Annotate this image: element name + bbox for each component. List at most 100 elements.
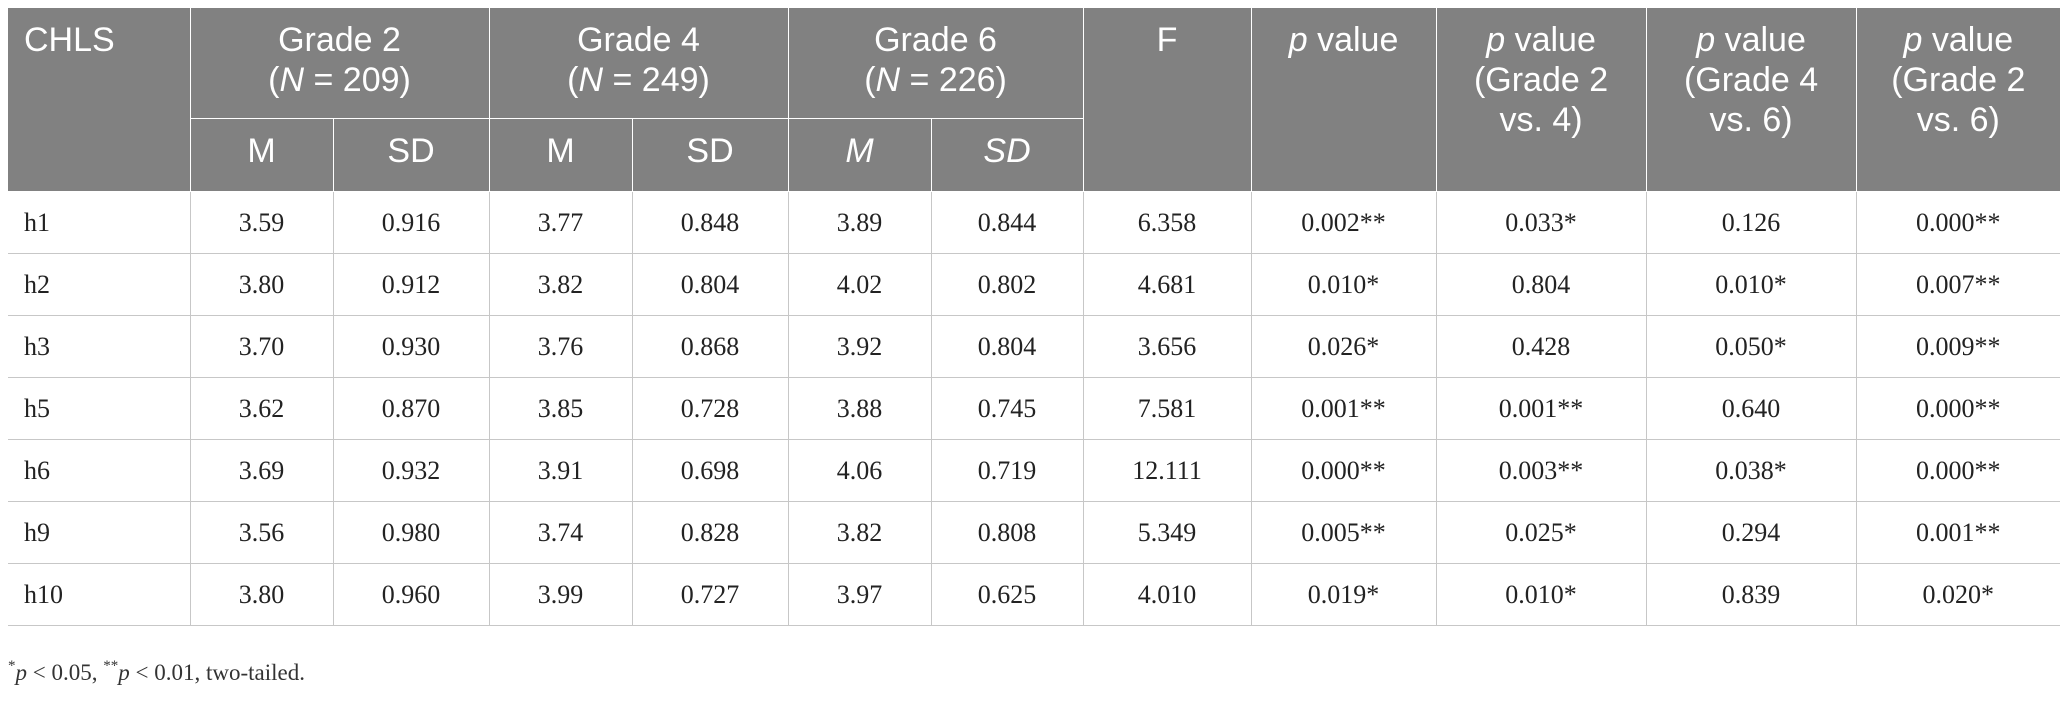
header-p-value-grade2-vs-4: p value (Grade 2 vs. 4) bbox=[1435, 8, 1647, 192]
cell-grade4-m: 3.91 bbox=[488, 439, 633, 502]
cell-p-value-2v6: 0.000** bbox=[1855, 377, 2061, 440]
cell-p-value: 0.001** bbox=[1250, 377, 1437, 440]
header-p-value-grade4-vs-6: p value (Grade 4 vs. 6) bbox=[1645, 8, 1857, 192]
cell-grade6-sd: 0.802 bbox=[930, 253, 1084, 316]
footnote: *p < 0.05, **p < 0.01, two-tailed. bbox=[8, 658, 305, 685]
cell-grade2-sd: 0.980 bbox=[332, 501, 490, 564]
cell-p-value-4v6: 0.839 bbox=[1645, 563, 1857, 626]
cell-grade4-m: 3.85 bbox=[488, 377, 633, 440]
cell-grade2-sd: 0.932 bbox=[332, 439, 490, 502]
table-body: h1 3.59 0.916 3.77 0.848 3.89 0.844 6.358 0.002*… bbox=[8, 191, 2061, 626]
cell-p-value-2v4: 0.025* bbox=[1435, 501, 1647, 564]
cell-grade4-sd: 0.828 bbox=[631, 501, 789, 564]
cell-grade2-m: 3.69 bbox=[189, 439, 334, 502]
cell-grade6-m: 4.02 bbox=[787, 253, 932, 316]
header-f: F bbox=[1082, 8, 1252, 192]
cell-chls: h9 bbox=[8, 501, 191, 564]
cell-p-value: 0.002** bbox=[1250, 191, 1437, 254]
header-p-value: p value bbox=[1250, 8, 1437, 192]
cell-p-value-4v6: 0.126 bbox=[1645, 191, 1857, 254]
cell-grade4-sd: 0.804 bbox=[631, 253, 789, 316]
cell-p-value-2v4: 0.033* bbox=[1435, 191, 1647, 254]
cell-grade6-m: 3.97 bbox=[787, 563, 932, 626]
cell-p-value-4v6: 0.050* bbox=[1645, 315, 1857, 378]
cell-f: 4.010 bbox=[1082, 563, 1252, 626]
cell-grade2-m: 3.70 bbox=[189, 315, 334, 378]
cell-grade4-m: 3.76 bbox=[488, 315, 633, 378]
cell-p-value: 0.000** bbox=[1250, 439, 1437, 502]
cell-grade4-sd: 0.727 bbox=[631, 563, 789, 626]
cell-f: 6.358 bbox=[1082, 191, 1252, 254]
header-p-value-grade2-vs-6: p value (Grade 2 vs. 6) bbox=[1855, 8, 2061, 192]
header-grade4: Grade 4 (N = 249) bbox=[488, 8, 789, 119]
cell-grade6-sd: 0.844 bbox=[930, 191, 1084, 254]
header-grade6-m: M bbox=[787, 118, 932, 192]
cell-p-value-2v6: 0.001** bbox=[1855, 501, 2061, 564]
cell-p-value-2v4: 0.804 bbox=[1435, 253, 1647, 316]
header-grade2: Grade 2 (N = 209) bbox=[189, 8, 490, 119]
cell-chls: h6 bbox=[8, 439, 191, 502]
cell-f: 4.681 bbox=[1082, 253, 1252, 316]
cell-p-value-2v6: 0.007** bbox=[1855, 253, 2061, 316]
cell-grade6-sd: 0.808 bbox=[930, 501, 1084, 564]
cell-chls: h5 bbox=[8, 377, 191, 440]
cell-grade6-m: 3.89 bbox=[787, 191, 932, 254]
cell-grade4-sd: 0.728 bbox=[631, 377, 789, 440]
cell-grade4-m: 3.74 bbox=[488, 501, 633, 564]
cell-p-value-4v6: 0.038* bbox=[1645, 439, 1857, 502]
header-grade6-sd: SD bbox=[930, 118, 1084, 192]
cell-grade2-sd: 0.960 bbox=[332, 563, 490, 626]
cell-grade6-m: 3.92 bbox=[787, 315, 932, 378]
cell-chls: h3 bbox=[8, 315, 191, 378]
table-row: h3 3.70 0.930 3.76 0.868 3.92 0.804 3.656 0.026*… bbox=[8, 315, 2061, 378]
results-table: CHLS Grade 2 (N = 209) Grade 4 (N = 249)… bbox=[8, 8, 2061, 626]
cell-chls: h2 bbox=[8, 253, 191, 316]
table-header: CHLS Grade 2 (N = 209) Grade 4 (N = 249)… bbox=[8, 8, 2061, 192]
cell-grade2-m: 3.80 bbox=[189, 253, 334, 316]
cell-grade2-sd: 0.870 bbox=[332, 377, 490, 440]
results-table-container: CHLS Grade 2 (N = 209) Grade 4 (N = 249)… bbox=[8, 8, 2061, 626]
cell-grade6-sd: 0.745 bbox=[930, 377, 1084, 440]
cell-p-value-4v6: 0.294 bbox=[1645, 501, 1857, 564]
cell-grade6-m: 3.82 bbox=[787, 501, 932, 564]
cell-p-value-2v6: 0.020* bbox=[1855, 563, 2061, 626]
cell-f: 3.656 bbox=[1082, 315, 1252, 378]
header-grade2-m: M bbox=[189, 118, 334, 192]
cell-chls: h1 bbox=[8, 191, 191, 254]
cell-grade4-m: 3.82 bbox=[488, 253, 633, 316]
cell-grade2-m: 3.80 bbox=[189, 563, 334, 626]
cell-grade2-sd: 0.916 bbox=[332, 191, 490, 254]
cell-p-value-2v4: 0.428 bbox=[1435, 315, 1647, 378]
cell-p-value: 0.026* bbox=[1250, 315, 1437, 378]
table-row: h5 3.62 0.870 3.85 0.728 3.88 0.745 7.581 0.001*… bbox=[8, 377, 2061, 440]
cell-p-value-4v6: 0.010* bbox=[1645, 253, 1857, 316]
table-row: h9 3.56 0.980 3.74 0.828 3.82 0.808 5.349 0.005*… bbox=[8, 501, 2061, 564]
header-grade4-m: M bbox=[488, 118, 633, 192]
header-grade6: Grade 6 (N = 226) bbox=[787, 8, 1084, 119]
table-row: h1 3.59 0.916 3.77 0.848 3.89 0.844 6.358 0.002*… bbox=[8, 191, 2061, 254]
cell-grade4-m: 3.77 bbox=[488, 191, 633, 254]
header-grade4-sd: SD bbox=[631, 118, 789, 192]
cell-grade4-sd: 0.848 bbox=[631, 191, 789, 254]
cell-p-value-4v6: 0.640 bbox=[1645, 377, 1857, 440]
cell-grade2-sd: 0.912 bbox=[332, 253, 490, 316]
cell-chls: h10 bbox=[8, 563, 191, 626]
cell-p-value: 0.005** bbox=[1250, 501, 1437, 564]
cell-p-value-2v6: 0.000** bbox=[1855, 191, 2061, 254]
cell-grade6-sd: 0.804 bbox=[930, 315, 1084, 378]
cell-f: 5.349 bbox=[1082, 501, 1252, 564]
table-row: h10 3.80 0.960 3.99 0.727 3.97 0.625 4.010 0.019… bbox=[8, 563, 2061, 626]
cell-grade2-m: 3.62 bbox=[189, 377, 334, 440]
cell-p-value: 0.010* bbox=[1250, 253, 1437, 316]
cell-grade6-m: 3.88 bbox=[787, 377, 932, 440]
cell-p-value: 0.019* bbox=[1250, 563, 1437, 626]
cell-grade2-sd: 0.930 bbox=[332, 315, 490, 378]
table-row: h2 3.80 0.912 3.82 0.804 4.02 0.802 4.681 0.010*… bbox=[8, 253, 2061, 316]
header-grade2-sd: SD bbox=[332, 118, 490, 192]
cell-grade4-sd: 0.698 bbox=[631, 439, 789, 502]
cell-grade2-m: 3.56 bbox=[189, 501, 334, 564]
cell-grade4-sd: 0.868 bbox=[631, 315, 789, 378]
cell-p-value-2v6: 0.000** bbox=[1855, 439, 2061, 502]
table-row: h6 3.69 0.932 3.91 0.698 4.06 0.719 12.111 0.000… bbox=[8, 439, 2061, 502]
header-chls: CHLS bbox=[8, 8, 191, 192]
